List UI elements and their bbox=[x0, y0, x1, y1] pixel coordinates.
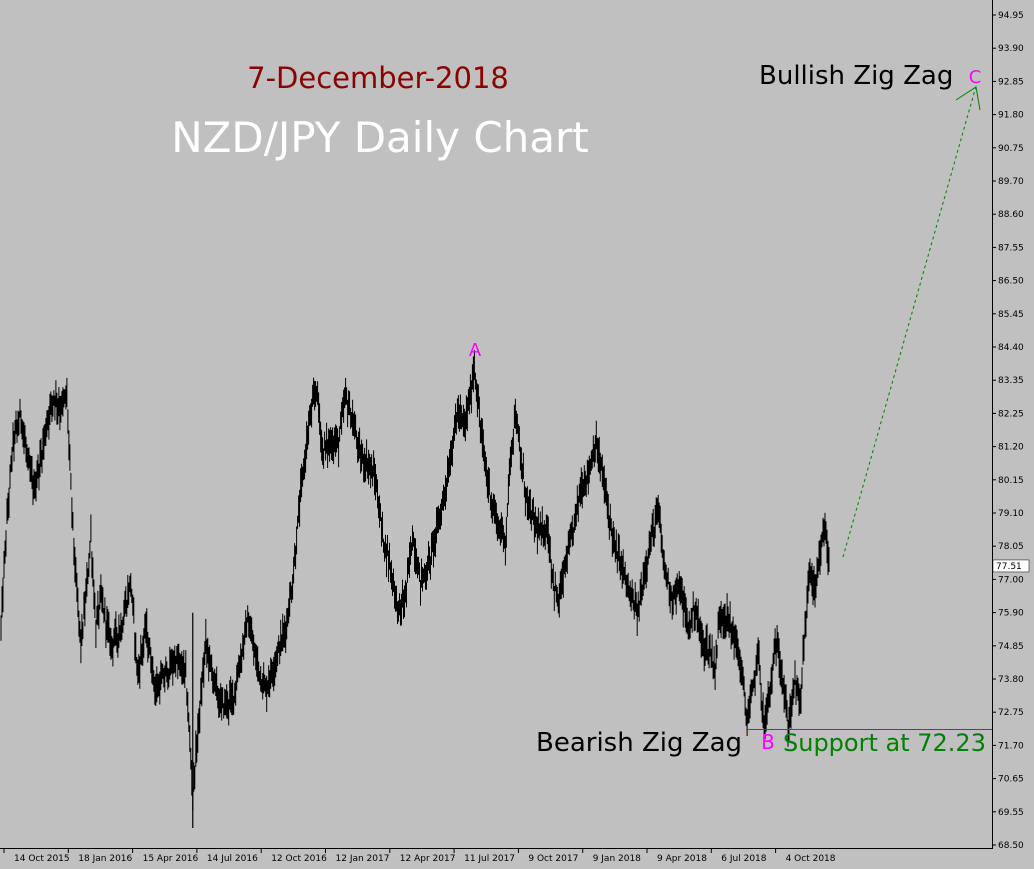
y-tick-label: 72.75 bbox=[998, 708, 1024, 718]
y-tick-label: 91.80 bbox=[998, 111, 1024, 121]
y-tick-label: 87.55 bbox=[998, 243, 1024, 253]
y-tick-label: 84.40 bbox=[998, 343, 1024, 353]
bearish-zigzag-label: Bearish Zig Zag bbox=[536, 728, 742, 758]
x-tick-label: 6 Jul 2018 bbox=[721, 854, 766, 864]
y-tick-label: 90.75 bbox=[998, 144, 1024, 154]
x-tick-label: 14 Jul 2016 bbox=[207, 854, 258, 864]
y-tick-label: 83.35 bbox=[998, 376, 1024, 386]
chart-date: 7-December-2018 bbox=[247, 61, 509, 95]
chart-title: NZD/JPY Daily Chart bbox=[171, 113, 589, 162]
wave-c-label: C bbox=[969, 67, 982, 88]
y-tick-label: 75.90 bbox=[998, 609, 1024, 619]
y-tick-label: 78.05 bbox=[998, 542, 1024, 552]
y-tick-label: 68.50 bbox=[998, 841, 1024, 851]
projection-arrowhead bbox=[955, 86, 981, 111]
x-tick-label: 12 Jan 2017 bbox=[336, 854, 390, 864]
x-tick-label: 4 Oct 2018 bbox=[786, 854, 836, 864]
x-tick-label: 9 Jan 2018 bbox=[593, 854, 641, 864]
wave-a-label: A bbox=[469, 340, 482, 361]
y-tick-label: 93.90 bbox=[998, 44, 1024, 54]
support-label: Support at 72.23 bbox=[783, 729, 986, 757]
wave-b-label: B bbox=[761, 730, 775, 754]
current-price-label: 77.51 bbox=[996, 562, 1022, 572]
x-tick-label: 9 Apr 2018 bbox=[657, 854, 707, 864]
bullish-zigzag-label: Bullish Zig Zag bbox=[759, 61, 953, 91]
current-price-box bbox=[992, 559, 1030, 573]
y-tick-label: 77.00 bbox=[998, 575, 1024, 585]
y-tick-label: 82.25 bbox=[998, 409, 1024, 419]
y-tick-label: 73.80 bbox=[998, 675, 1024, 685]
y-tick-label: 81.20 bbox=[998, 443, 1024, 453]
y-tick-label: 74.85 bbox=[998, 642, 1024, 652]
x-tick-label: 9 Oct 2017 bbox=[528, 854, 578, 864]
y-tick-label: 88.60 bbox=[998, 210, 1024, 220]
y-tick-label: 79.10 bbox=[998, 509, 1024, 519]
annotation-layer bbox=[746, 86, 992, 730]
y-tick-label: 86.50 bbox=[998, 277, 1024, 287]
y-tick-label: 92.85 bbox=[998, 77, 1024, 87]
x-tick-label: 18 Jan 2016 bbox=[78, 854, 132, 864]
y-tick-label: 69.55 bbox=[998, 808, 1024, 818]
x-tick-label: 12 Apr 2017 bbox=[400, 854, 456, 864]
y-tick-label: 85.45 bbox=[998, 310, 1024, 320]
y-tick-label: 70.65 bbox=[998, 775, 1024, 785]
price-bars bbox=[0, 350, 830, 811]
x-tick-label: 12 Oct 2016 bbox=[271, 854, 327, 864]
y-tick-label: 80.15 bbox=[998, 476, 1024, 486]
y-tick-label: 89.70 bbox=[998, 177, 1024, 187]
x-tick-label: 15 Apr 2016 bbox=[143, 854, 199, 864]
price-series bbox=[0, 350, 830, 828]
x-tick-label: 11 Jul 2017 bbox=[464, 854, 515, 864]
x-tick-label: 14 Oct 2015 bbox=[14, 854, 70, 864]
y-tick-label: 71.70 bbox=[998, 741, 1024, 751]
y-tick-label: 94.95 bbox=[998, 11, 1024, 21]
